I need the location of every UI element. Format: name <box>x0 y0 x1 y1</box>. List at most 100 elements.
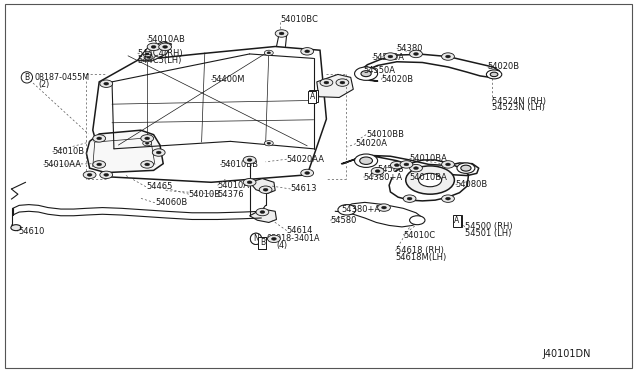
Text: 08918-3401A: 08918-3401A <box>266 234 320 243</box>
Text: 54010B: 54010B <box>189 190 221 199</box>
Circle shape <box>442 161 454 168</box>
Text: 54020B: 54020B <box>381 75 413 84</box>
Circle shape <box>371 167 384 175</box>
Circle shape <box>390 161 403 169</box>
Circle shape <box>267 142 271 144</box>
Text: 54380: 54380 <box>397 44 423 53</box>
Circle shape <box>145 163 150 166</box>
Text: 54380+A: 54380+A <box>342 205 381 214</box>
Text: 54614: 54614 <box>287 226 313 235</box>
Text: 54010B: 54010B <box>52 147 84 156</box>
Text: N: N <box>253 234 259 243</box>
Text: A: A <box>311 92 316 100</box>
Text: 54618M(LH): 54618M(LH) <box>396 253 447 262</box>
Text: 54010BA: 54010BA <box>410 173 447 182</box>
Circle shape <box>267 52 271 54</box>
Circle shape <box>336 79 349 86</box>
Text: (2): (2) <box>38 80 50 89</box>
Polygon shape <box>317 74 353 97</box>
Circle shape <box>243 156 256 164</box>
Text: 54500 (RH): 54500 (RH) <box>465 222 512 231</box>
Circle shape <box>247 181 252 184</box>
Circle shape <box>87 173 92 176</box>
Text: A: A <box>456 217 461 225</box>
Circle shape <box>407 197 412 200</box>
Text: 54618 (RH): 54618 (RH) <box>396 246 444 255</box>
Circle shape <box>147 43 160 51</box>
Text: 54010A: 54010A <box>218 181 250 190</box>
Text: J40101DN: J40101DN <box>543 349 591 359</box>
Circle shape <box>442 195 454 202</box>
Text: 54010AB: 54010AB <box>147 35 185 44</box>
Circle shape <box>93 135 106 142</box>
Circle shape <box>141 161 154 168</box>
Circle shape <box>324 81 329 84</box>
Circle shape <box>355 67 378 80</box>
Circle shape <box>145 142 149 144</box>
Circle shape <box>445 197 451 200</box>
Circle shape <box>320 79 333 86</box>
Circle shape <box>305 50 310 53</box>
Text: 54020B: 54020B <box>488 62 520 71</box>
Circle shape <box>93 161 106 168</box>
Circle shape <box>400 161 413 168</box>
Circle shape <box>486 70 502 79</box>
Text: 54580: 54580 <box>330 216 356 225</box>
Circle shape <box>404 163 409 166</box>
Circle shape <box>355 154 378 167</box>
Circle shape <box>361 71 371 77</box>
Text: 54501 (LH): 54501 (LH) <box>465 229 511 238</box>
Text: 54588: 54588 <box>378 165 404 174</box>
Circle shape <box>388 55 393 58</box>
Polygon shape <box>250 209 276 222</box>
Circle shape <box>413 52 419 55</box>
Text: 54010BB: 54010BB <box>220 160 258 169</box>
Text: 54010AA: 54010AA <box>44 160 81 169</box>
Text: 544C4(RH): 544C4(RH) <box>138 49 183 58</box>
Text: 54465: 54465 <box>146 182 172 191</box>
Circle shape <box>410 216 425 225</box>
Text: 54524N (RH): 54524N (RH) <box>492 97 545 106</box>
Text: 54550A: 54550A <box>372 53 404 62</box>
Circle shape <box>260 211 265 214</box>
Circle shape <box>264 141 273 146</box>
Text: 54010BA: 54010BA <box>410 154 447 163</box>
Polygon shape <box>138 42 172 60</box>
Circle shape <box>442 53 454 60</box>
Circle shape <box>410 164 422 172</box>
Text: (4): (4) <box>276 241 287 250</box>
Circle shape <box>413 167 419 170</box>
Circle shape <box>338 205 356 215</box>
Circle shape <box>145 137 150 140</box>
Circle shape <box>271 237 276 240</box>
Text: A: A <box>454 217 460 225</box>
Circle shape <box>490 72 498 77</box>
Text: 54550A: 54550A <box>364 66 396 75</box>
Circle shape <box>163 45 168 48</box>
Text: 54523N (LH): 54523N (LH) <box>492 103 545 112</box>
Text: 54020AA: 54020AA <box>287 155 324 164</box>
Circle shape <box>104 82 109 85</box>
Circle shape <box>97 163 102 166</box>
Text: 54010C: 54010C <box>403 231 435 240</box>
Circle shape <box>305 171 310 174</box>
Circle shape <box>159 43 172 51</box>
Circle shape <box>301 169 314 177</box>
Circle shape <box>375 170 380 173</box>
Text: 08187-0455M: 08187-0455M <box>35 73 90 82</box>
Text: 54376: 54376 <box>218 190 244 199</box>
Circle shape <box>145 53 149 55</box>
Text: 54080B: 54080B <box>456 180 488 189</box>
Circle shape <box>445 55 451 58</box>
Text: 54010BC: 54010BC <box>280 15 318 24</box>
Circle shape <box>268 235 280 243</box>
Text: 54010BB: 54010BB <box>366 130 404 139</box>
Circle shape <box>264 50 273 55</box>
Circle shape <box>378 204 390 211</box>
Circle shape <box>360 157 372 164</box>
Circle shape <box>263 188 268 191</box>
Circle shape <box>104 173 109 176</box>
Circle shape <box>384 53 397 60</box>
Circle shape <box>381 206 387 209</box>
Circle shape <box>301 48 314 55</box>
